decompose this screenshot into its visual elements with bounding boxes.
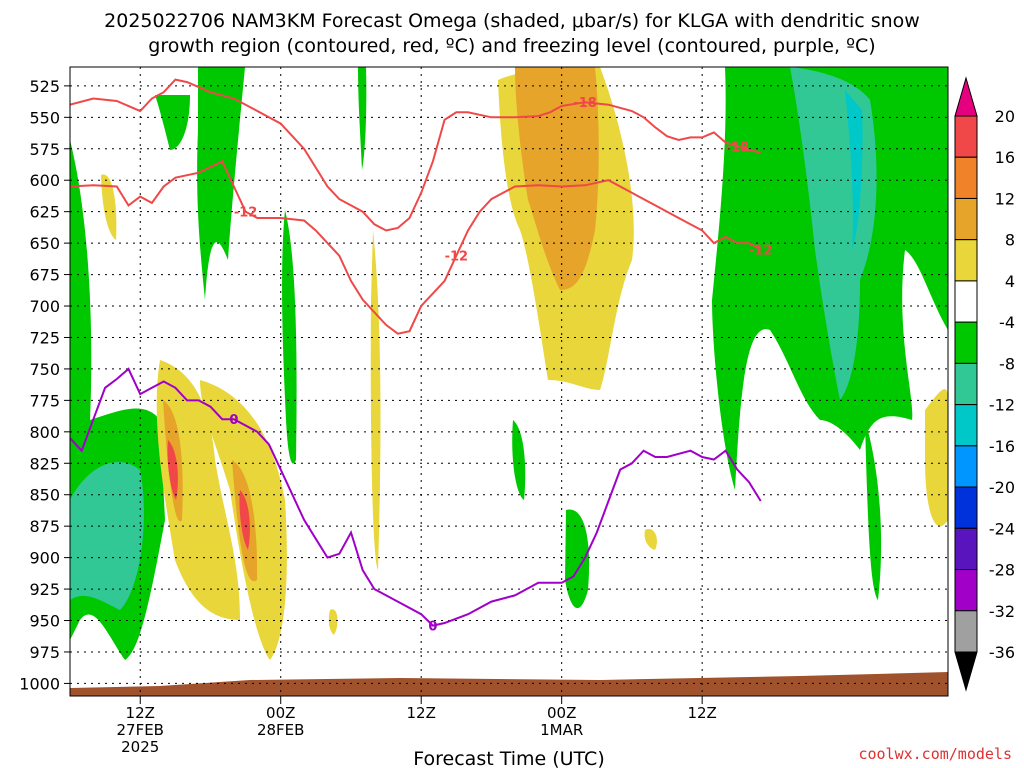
x-tick-label: 12Z (126, 704, 155, 722)
colorbar-label: 20 (995, 107, 1015, 126)
omega-region-yellow-small2 (328, 609, 338, 635)
y-tick-label: 650 (29, 234, 60, 253)
y-axis: 525 550 575 600 625 650 675 700 725 750 775 800 825 8… (19, 77, 70, 693)
y-tick-label: 875 (29, 517, 60, 536)
colorbar-label: -8 (999, 354, 1015, 373)
colorbar-label: 12 (995, 189, 1015, 208)
x-tick-label: 12Z (407, 704, 436, 722)
x-tick-label: 1MAR (540, 721, 583, 739)
omega-region-green-mid2 (565, 509, 590, 609)
contour-label: -18 (726, 140, 750, 155)
omega-region-red-left2 (239, 490, 250, 550)
omega-region-green-upper-left-b (155, 95, 190, 150)
credit-text: coolwx.com/models (858, 745, 1012, 763)
contour-labels: -12 -12 -12 -18 -18 0 0 (229, 96, 772, 634)
colorbar-label: -20 (989, 478, 1015, 497)
colorbar-label: -4 (999, 313, 1015, 332)
y-tick-label: 1000 (19, 674, 60, 693)
omega-region-green-stripe2 (358, 67, 367, 170)
colorbar-swatch (954, 404, 978, 447)
omega-region-gold-center (515, 67, 599, 290)
y-tick-label: 550 (29, 108, 60, 127)
colorbar-label: -16 (989, 437, 1015, 456)
colorbar-label: -12 (989, 396, 1015, 415)
colorbar-swatch (954, 239, 978, 282)
colorbar-swatch (954, 197, 978, 241)
terrain-band (70, 672, 948, 696)
x-tick-label: 00Z (547, 704, 576, 722)
contour-label: 0 (428, 620, 437, 635)
omega-region-green-upper-left (197, 67, 245, 300)
colorbar-swatch (954, 321, 978, 364)
chart-title-line1: 2025022706 NAM3KM Forecast Omega (shaded… (104, 10, 920, 32)
contour-label: 0 (229, 413, 238, 428)
x-axis-label: Forecast Time (UTC) (413, 748, 604, 768)
x-tick-label: 27FEB (116, 721, 163, 739)
colorbar-top-triangle (954, 76, 978, 117)
colorbar-swatch (954, 280, 978, 323)
contour-label: -12 (749, 243, 773, 258)
y-tick-label: 800 (29, 423, 60, 442)
y-tick-label: 750 (29, 360, 60, 379)
y-tick-label: 600 (29, 171, 60, 190)
y-tick-label: 575 (29, 140, 60, 159)
chart-title-line2: growth region (contoured, red, ºC) and f… (148, 35, 875, 57)
omega-region-red-left (167, 440, 178, 500)
colorbar-label: -36 (989, 643, 1015, 662)
colorbar-swatch (954, 610, 978, 653)
x-tick-label: 28FEB (257, 721, 304, 739)
contours (70, 78, 762, 627)
y-tick-label: 775 (29, 391, 60, 410)
omega-region-yellow-small (644, 529, 657, 550)
omega-region-teal-left (70, 461, 144, 610)
colorbar-label: 16 (995, 148, 1015, 167)
colorbar-label: -32 (989, 602, 1015, 621)
colorbar-swatch (954, 115, 978, 158)
omega-shading (70, 67, 948, 660)
y-tick-label: 700 (29, 297, 60, 316)
contour-label: -12 (234, 206, 258, 221)
colorbar-swatch (954, 156, 978, 199)
contour-label: -18 (573, 96, 597, 111)
x-tick-label: 12Z (687, 704, 716, 722)
y-tick-label: 625 (29, 203, 60, 222)
colorbar-swatch (954, 527, 978, 571)
y-tick-label: 950 (29, 612, 60, 631)
y-tick-label: 825 (29, 454, 60, 473)
omega-region-green-stripe (282, 210, 297, 464)
colorbar-bottom-triangle (954, 651, 978, 692)
y-tick-label: 850 (29, 486, 60, 505)
colorbar-swatch (954, 486, 978, 529)
colorbar-label: -28 (989, 561, 1015, 580)
x-tick-label: 2025 (121, 738, 159, 756)
y-tick-label: 900 (29, 549, 60, 568)
colorbar-label: 8 (1005, 231, 1015, 250)
x-tick-label: 00Z (266, 704, 295, 722)
colorbar-label: 4 (1005, 272, 1015, 291)
contour-line-dgz (70, 78, 761, 232)
omega-region-cyan-right (845, 90, 863, 250)
y-tick-label: 925 (29, 580, 60, 599)
contour-label: -12 (445, 250, 469, 265)
contour-line-freezing (70, 367, 762, 627)
colorbar-swatch (954, 362, 978, 406)
omega-region-green-mid (512, 420, 526, 500)
plot-frame (69, 66, 949, 697)
y-tick-label: 525 (29, 77, 60, 96)
omega-region-yellow-left (156, 360, 240, 620)
y-tick-label: 675 (29, 266, 60, 285)
colorbar-swatch (954, 569, 978, 612)
omega-region-yellow-stripe2 (101, 174, 117, 240)
colorbar-swatch (954, 445, 978, 488)
contour-line-dgz (70, 159, 762, 335)
colorbar-label: -24 (989, 519, 1015, 538)
colorbar: 20 16 12 8 4 -4 -8 -12 -16 -20 -24 -28 -32 -36 (954, 76, 1015, 692)
omega-region-yellow-late (925, 389, 948, 527)
y-tick-label: 725 (29, 328, 60, 347)
y-tick-label: 975 (29, 643, 60, 662)
omega-region-green-late (865, 420, 882, 600)
